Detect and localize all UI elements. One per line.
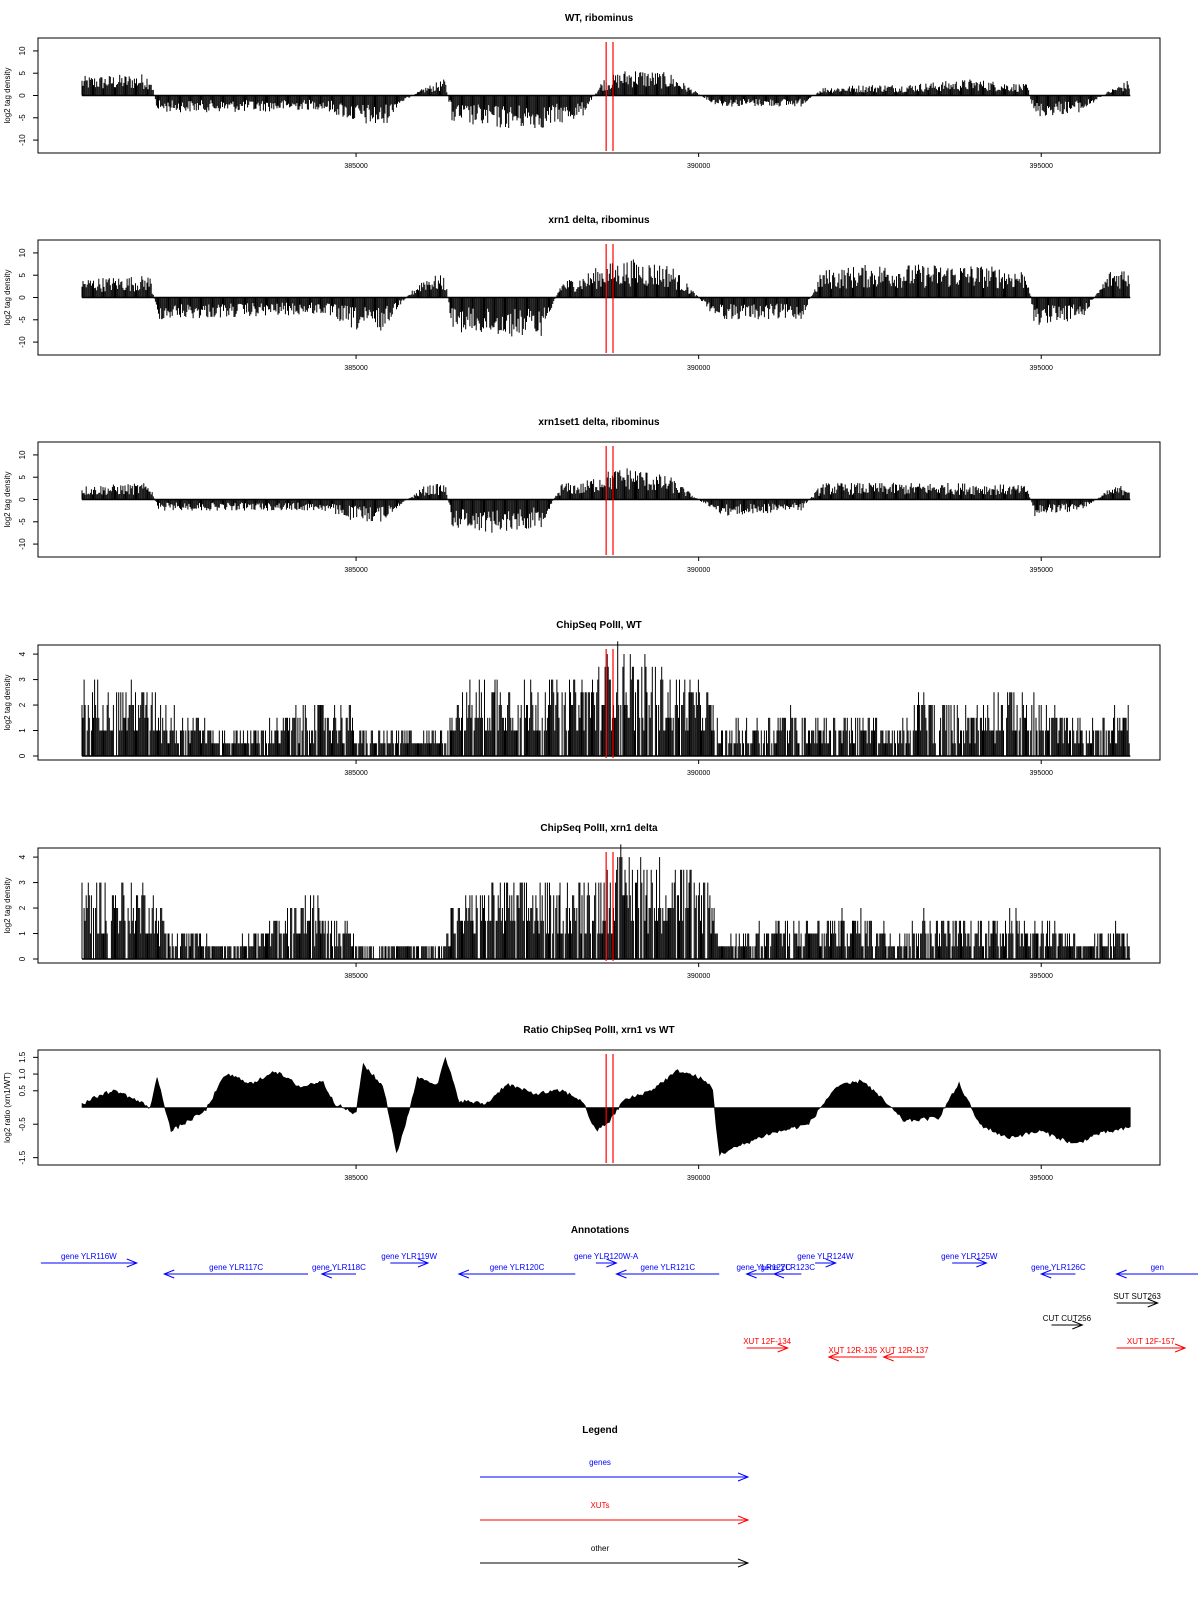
y-tick-label: 5 xyxy=(18,70,27,75)
x-tick-label: 390000 xyxy=(687,770,710,777)
y-tick-label: 0 xyxy=(18,93,27,98)
y-tick-label: 5 xyxy=(18,474,27,479)
x-tick-label: 385000 xyxy=(344,365,367,372)
chart-title: xrn1 delta, ribominus xyxy=(548,215,650,226)
x-tick-label: 390000 xyxy=(687,365,710,372)
x-tick-label: 395000 xyxy=(1030,365,1053,372)
data-bars xyxy=(81,844,1130,959)
y-axis-label: log2 tag density xyxy=(3,674,12,730)
y-tick-label: 2 xyxy=(18,702,27,707)
x-tick-label: 395000 xyxy=(1030,770,1053,777)
x-tick-label: 385000 xyxy=(344,567,367,574)
y-tick-label: -10 xyxy=(18,134,27,146)
y-tick-label: 0 xyxy=(18,497,27,502)
x-tick-label: 385000 xyxy=(344,163,367,170)
y-tick-label: 10 xyxy=(18,248,27,257)
y-tick-label: 4 xyxy=(18,651,27,656)
chart-title: xrn1set1 delta, ribominus xyxy=(538,417,660,428)
panel-1: WT, ribominus -10 -5 0 5 10 log2 tag density 38… xyxy=(3,13,1161,170)
y-tick-label: -5 xyxy=(18,518,27,526)
chart-title: ChipSeq PolII, xrn1 delta xyxy=(540,823,658,834)
x-tick-label: 390000 xyxy=(687,163,710,170)
y-tick-label: 10 xyxy=(18,450,27,459)
y-tick-label: 5 xyxy=(18,272,27,277)
x-tick-label: 395000 xyxy=(1030,163,1053,170)
x-tick-label: 390000 xyxy=(687,567,710,574)
y-tick-label: -5 xyxy=(18,316,27,324)
plot-frame xyxy=(37,847,1161,964)
data-bars xyxy=(81,259,1130,337)
y-axis-label: log2 tag density xyxy=(3,67,12,123)
panel-3: xrn1set1 delta, ribominus -10 -5 0 5 10 log2 t… xyxy=(3,417,1161,574)
y-tick-label: 0 xyxy=(18,295,27,300)
data-bars xyxy=(81,71,1130,128)
y-tick-label: -10 xyxy=(18,538,27,550)
y-tick-label: 3 xyxy=(18,677,27,682)
x-tick-label: 385000 xyxy=(344,770,367,777)
plot-frame xyxy=(37,644,1161,761)
y-tick-label: -5 xyxy=(18,114,27,122)
panel-2: xrn1 delta, ribominus -10 -5 0 5 10 log2 tag d… xyxy=(3,215,1161,372)
chart-title: WT, ribominus xyxy=(565,13,634,24)
y-axis-label: log2 tag density xyxy=(3,471,12,527)
y-tick-label: 0 xyxy=(18,753,27,758)
panel-4: ChipSeq PolII, WT 0 1 2 3 4 log2 tag density 38… xyxy=(3,620,1161,777)
y-tick-label: 1 xyxy=(18,728,27,733)
chart-title: ChipSeq PolII, WT xyxy=(556,620,642,631)
y-tick-label: -10 xyxy=(18,336,27,348)
y-axis-label: log2 tag density xyxy=(3,269,12,325)
y-tick-label: 10 xyxy=(18,46,27,55)
x-tick-label: 395000 xyxy=(1030,567,1053,574)
data-bars xyxy=(81,641,1130,756)
